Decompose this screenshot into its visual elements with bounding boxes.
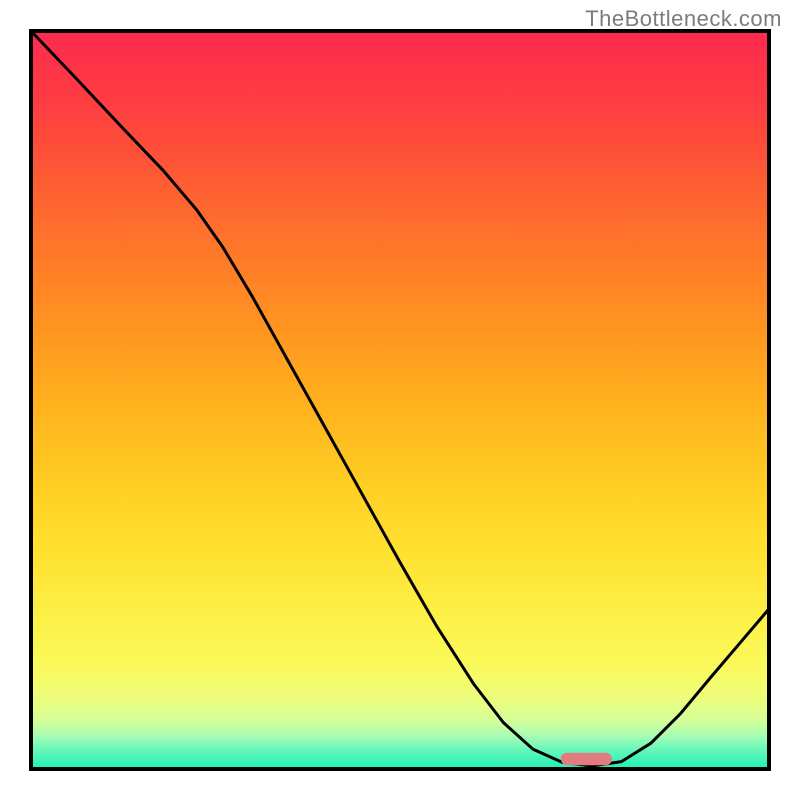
bottleneck-chart — [0, 0, 800, 800]
optimal-marker — [561, 753, 612, 766]
watermark-text: TheBottleneck.com — [585, 6, 782, 32]
chart-background — [31, 31, 769, 769]
